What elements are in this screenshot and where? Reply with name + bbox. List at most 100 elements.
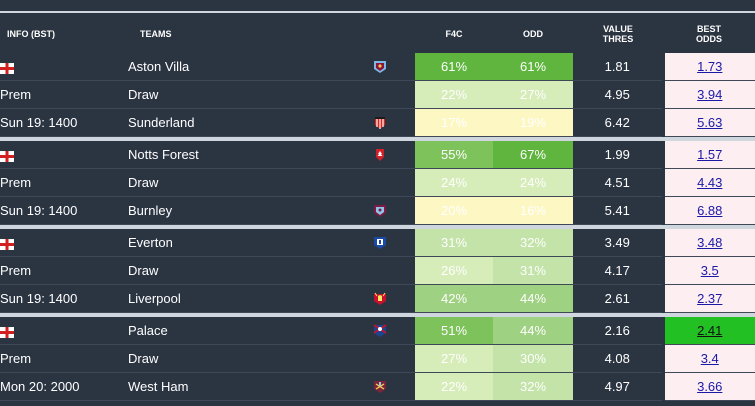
- odd-percentage: 30%: [493, 344, 573, 373]
- match-row: Palace 51% 44% 2.16 2.41: [0, 317, 755, 345]
- best-odds-link[interactable]: 3.66: [697, 379, 723, 394]
- best-odds-link[interactable]: 6.88: [697, 203, 723, 218]
- match-row: Sun 19: 1400 Liverpool 42% 44% 2.61 2.37: [0, 284, 755, 313]
- country-flag-cell: [0, 53, 128, 81]
- team-name: Notts Forest: [128, 141, 345, 169]
- column-header-teams: TEAMS: [140, 28, 172, 39]
- best-odds-cell: 3.48: [661, 229, 755, 257]
- value-threshold: 3.49: [573, 229, 663, 257]
- team-crest-cell: [345, 53, 415, 81]
- best-odds-cell: 1.57: [661, 141, 755, 169]
- best-odds-link[interactable]: 3.5: [700, 263, 719, 278]
- f4c-percentage: 20%: [415, 196, 493, 225]
- value-threshold: 1.99: [573, 141, 663, 169]
- match-row: Aston Villa 61% 61% 1.81 1.73: [0, 53, 755, 81]
- odd-percentage: 44%: [493, 284, 573, 313]
- odd-percentage: 32%: [493, 229, 573, 257]
- column-header-f4c: F4C: [445, 28, 463, 39]
- league-label: Prem: [0, 168, 128, 197]
- kickoff-time: Sun 19: 1400: [0, 108, 128, 137]
- value-threshold: 4.97: [573, 372, 663, 401]
- best-odds-cell: 6.88: [661, 196, 755, 225]
- best-odds-cell: 1.73: [661, 53, 755, 81]
- team-crest-cell: [345, 229, 415, 257]
- liverpool-crest-icon: [373, 292, 387, 306]
- column-header-best-odds: BEST ODDS: [663, 14, 755, 53]
- best-odds-link[interactable]: 1.73: [697, 59, 723, 74]
- odd-percentage: 16%: [493, 196, 573, 225]
- best-odds-cell: 5.63: [661, 108, 755, 137]
- f4c-percentage: 17%: [415, 108, 493, 137]
- team-name: Liverpool: [128, 284, 345, 313]
- odd-percentage: 31%: [493, 256, 573, 285]
- table-header: INFO (BST) TEAMS F4C ODD VALUE THRES BEST…: [0, 14, 755, 53]
- f4c-percentage: 61%: [415, 53, 493, 81]
- best-odds-cell: 3.5: [661, 256, 755, 285]
- best-odds-link[interactable]: 3.94: [697, 87, 723, 102]
- odd-percentage: 44%: [493, 317, 573, 345]
- west-ham-crest-icon: [373, 380, 387, 394]
- best-odds-cell: 2.41: [661, 317, 755, 345]
- england-flag-icon: [0, 326, 14, 339]
- value-threshold: 6.42: [573, 108, 663, 137]
- value-threshold: 4.08: [573, 344, 663, 373]
- england-flag-icon: [0, 62, 14, 75]
- best-odds-link[interactable]: 1.57: [697, 147, 723, 162]
- odd-percentage: 24%: [493, 168, 573, 197]
- team-crest-cell: [345, 344, 415, 373]
- burnley-crest-icon: [373, 204, 387, 218]
- best-odds-link[interactable]: 2.41: [697, 323, 723, 338]
- value-threshold: 4.51: [573, 168, 663, 197]
- best-odds-cell: 3.66: [661, 372, 755, 401]
- team-crest-cell: [345, 80, 415, 109]
- draw-label: Draw: [128, 344, 345, 373]
- england-flag-icon: [0, 150, 14, 163]
- match-row: Prem Draw 26% 31% 4.17 3.5: [0, 256, 755, 285]
- value-threshold: 5.41: [573, 196, 663, 225]
- team-crest-cell: [345, 196, 415, 225]
- match-separator: [0, 224, 755, 229]
- f4c-percentage: 55%: [415, 141, 493, 169]
- f4c-percentage: 42%: [415, 284, 493, 313]
- kickoff-time: Mon 20: 2000: [0, 372, 128, 401]
- f4c-percentage: 27%: [415, 344, 493, 373]
- column-header-info: INFO (BST): [7, 28, 55, 39]
- england-flag-icon: [0, 238, 14, 251]
- everton-crest-icon: [373, 236, 387, 250]
- match-row: Sun 19: 1400 Burnley 20% 16% 5.41 6.88: [0, 196, 755, 225]
- match-separator: [0, 136, 755, 141]
- match-row: Prem Draw 22% 27% 4.95 3.94: [0, 80, 755, 109]
- best-odds-cell: 2.37: [661, 284, 755, 313]
- match-separator-bar: [0, 312, 755, 317]
- column-header-value: VALUE: [603, 23, 633, 34]
- odds-table: Aston Villa 61% 61% 1.81 1.73 Prem Draw 22% 27% 4…: [0, 53, 755, 401]
- draw-label: Draw: [128, 168, 345, 197]
- best-odds-link[interactable]: 3.4: [700, 351, 719, 366]
- team-crest-cell: [345, 168, 415, 197]
- league-label: Prem: [0, 256, 128, 285]
- best-odds-link[interactable]: 4.43: [697, 175, 723, 190]
- team-crest-cell: [345, 108, 415, 137]
- sunderland-crest-icon: [373, 116, 387, 130]
- team-name: Burnley: [128, 196, 345, 225]
- team-name: Palace: [128, 317, 345, 345]
- kickoff-time: Sun 19: 1400: [0, 196, 128, 225]
- f4c-percentage: 51%: [415, 317, 493, 345]
- match-row: Prem Draw 27% 30% 4.08 3.4: [0, 344, 755, 373]
- best-odds-link[interactable]: 5.63: [697, 115, 723, 130]
- crystal-palace-crest-icon: [373, 324, 387, 338]
- column-header-value-thres: VALUE THRES: [573, 14, 663, 53]
- best-odds-cell: 3.94: [661, 80, 755, 109]
- team-name: West Ham: [128, 372, 345, 401]
- odd-percentage: 61%: [493, 53, 573, 81]
- team-name: Sunderland: [128, 108, 345, 137]
- match-row: Mon 20: 2000 West Ham 22% 32% 4.97 3.66: [0, 372, 755, 401]
- kickoff-time: Sun 19: 1400: [0, 284, 128, 313]
- f4c-percentage: 26%: [415, 256, 493, 285]
- best-odds-link[interactable]: 2.37: [697, 291, 723, 306]
- team-name: Everton: [128, 229, 345, 257]
- value-threshold: 2.61: [573, 284, 663, 313]
- value-threshold: 4.95: [573, 80, 663, 109]
- best-odds-link[interactable]: 3.48: [697, 235, 723, 250]
